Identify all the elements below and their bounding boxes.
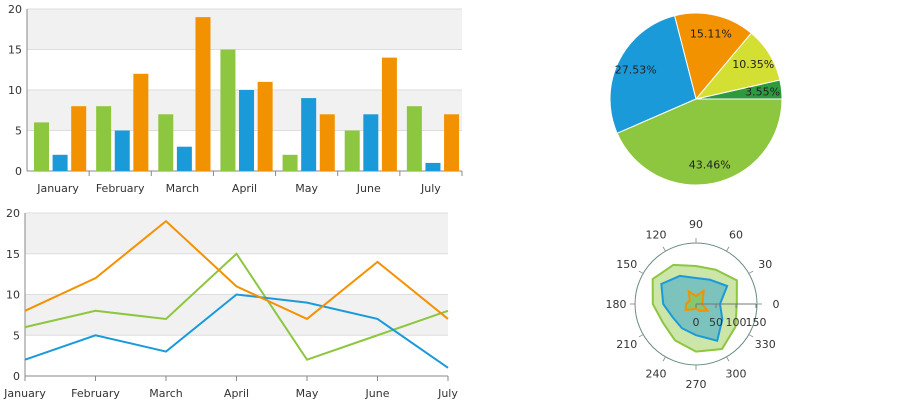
grid-band bbox=[25, 294, 448, 336]
angle-label: 300 bbox=[726, 367, 747, 380]
bar bbox=[282, 154, 298, 171]
angle-label: 150 bbox=[616, 258, 637, 271]
grid-band bbox=[25, 213, 448, 254]
bar bbox=[114, 130, 130, 171]
y-tick-label: 10 bbox=[6, 289, 20, 302]
bar bbox=[34, 122, 49, 171]
bar bbox=[239, 90, 255, 171]
y-tick-label: 20 bbox=[8, 3, 22, 16]
angle-label: 330 bbox=[755, 338, 776, 351]
angle-label: 120 bbox=[646, 229, 667, 242]
radial-tick-label: 100 bbox=[726, 316, 747, 329]
x-tick-label: March bbox=[166, 182, 200, 195]
pie-slice bbox=[616, 98, 783, 186]
polar-series bbox=[684, 288, 710, 312]
x-tick-label: July bbox=[420, 182, 441, 195]
y-tick-label: 15 bbox=[6, 248, 20, 261]
bar bbox=[158, 114, 174, 171]
pie-chart: 3.55% 10.35% 15.11% 27.53% 43.46% bbox=[609, 12, 783, 186]
radial-tick-label: 0 bbox=[693, 316, 700, 329]
bar bbox=[257, 81, 273, 171]
angle-tick bbox=[662, 356, 666, 362]
bar bbox=[96, 106, 112, 171]
line-chart: 0 5 10 15 20 January February March April May June… bbox=[3, 207, 458, 400]
series-line bbox=[24, 293, 449, 369]
bar bbox=[52, 154, 68, 171]
angle-label: 0 bbox=[773, 298, 780, 311]
radial-tick-label: 50 bbox=[709, 316, 723, 329]
series-line bbox=[24, 252, 449, 361]
bar bbox=[133, 73, 149, 171]
y-tick-label: 20 bbox=[6, 207, 20, 220]
x-tick-label: February bbox=[71, 387, 120, 400]
x-tick-label: June bbox=[356, 182, 381, 195]
bar bbox=[176, 146, 192, 171]
slice-label: 27.53% bbox=[615, 64, 657, 77]
angle-tick bbox=[638, 334, 644, 338]
radial-tick-label: 150 bbox=[746, 316, 767, 329]
bar bbox=[319, 114, 335, 171]
grid-band bbox=[27, 9, 462, 50]
angle-label: 180 bbox=[606, 298, 627, 311]
bar bbox=[220, 49, 236, 171]
angle-tick bbox=[726, 246, 730, 252]
x-tick-label: June bbox=[365, 387, 390, 400]
bar-chart: 0 5 10 15 20 January February March April May June… bbox=[8, 3, 463, 195]
bar bbox=[301, 98, 317, 171]
bar bbox=[381, 57, 397, 171]
angle-label: 240 bbox=[646, 367, 667, 380]
slice-label: 43.46% bbox=[689, 159, 731, 172]
y-tick-label: 10 bbox=[8, 84, 22, 97]
bar bbox=[195, 17, 211, 171]
angle-tick bbox=[748, 270, 754, 274]
x-tick-label: May bbox=[295, 182, 318, 195]
y-tick-label: 15 bbox=[8, 44, 22, 57]
angle-label: 210 bbox=[616, 338, 637, 351]
bar bbox=[444, 114, 460, 171]
bar bbox=[363, 114, 379, 171]
angle-tick bbox=[748, 334, 754, 338]
slice-label: 15.11% bbox=[690, 28, 732, 41]
angle-label: 60 bbox=[729, 229, 743, 242]
x-tick-label: May bbox=[296, 387, 319, 400]
angle-tick bbox=[726, 356, 730, 362]
pie-slice bbox=[673, 12, 752, 101]
pie-slice bbox=[609, 15, 697, 135]
bar bbox=[406, 106, 422, 171]
bar bbox=[71, 106, 87, 171]
angle-label: 30 bbox=[758, 258, 772, 271]
x-tick-label: March bbox=[149, 387, 183, 400]
x-tick-label: April bbox=[224, 387, 249, 400]
y-tick-label: 0 bbox=[13, 370, 20, 383]
x-tick-label: January bbox=[36, 182, 79, 195]
bar bbox=[425, 162, 441, 171]
x-tick-label: April bbox=[232, 182, 257, 195]
slice-label: 3.55% bbox=[745, 86, 780, 99]
series-line bbox=[24, 219, 449, 321]
y-tick-label: 0 bbox=[15, 165, 22, 178]
angle-tick bbox=[638, 270, 644, 274]
x-tick-label: February bbox=[96, 182, 145, 195]
y-tick-label: 5 bbox=[13, 329, 20, 342]
angle-tick bbox=[662, 246, 666, 252]
angle-label: 270 bbox=[686, 378, 707, 391]
bar bbox=[344, 130, 360, 171]
angle-label: 90 bbox=[689, 218, 703, 231]
x-tick-label: January bbox=[3, 387, 46, 400]
y-tick-label: 5 bbox=[15, 125, 22, 138]
x-tick-label: July bbox=[437, 387, 458, 400]
slice-label: 10.35% bbox=[732, 58, 774, 71]
